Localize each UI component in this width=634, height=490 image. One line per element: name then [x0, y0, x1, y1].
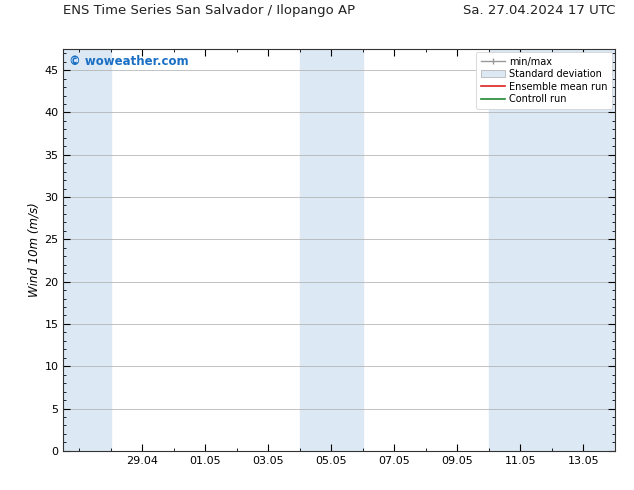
Text: Sa. 27.04.2024 17 UTC: Sa. 27.04.2024 17 UTC — [463, 4, 615, 17]
Text: © woweather.com: © woweather.com — [69, 55, 188, 68]
Bar — [63, 49, 111, 451]
Bar — [300, 49, 363, 451]
Bar — [489, 49, 615, 451]
Text: ENS Time Series San Salvador / Ilopango AP: ENS Time Series San Salvador / Ilopango … — [63, 4, 356, 17]
Legend: min/max, Standard deviation, Ensemble mean run, Controll run: min/max, Standard deviation, Ensemble me… — [476, 52, 612, 109]
Y-axis label: Wind 10m (m/s): Wind 10m (m/s) — [27, 202, 40, 297]
